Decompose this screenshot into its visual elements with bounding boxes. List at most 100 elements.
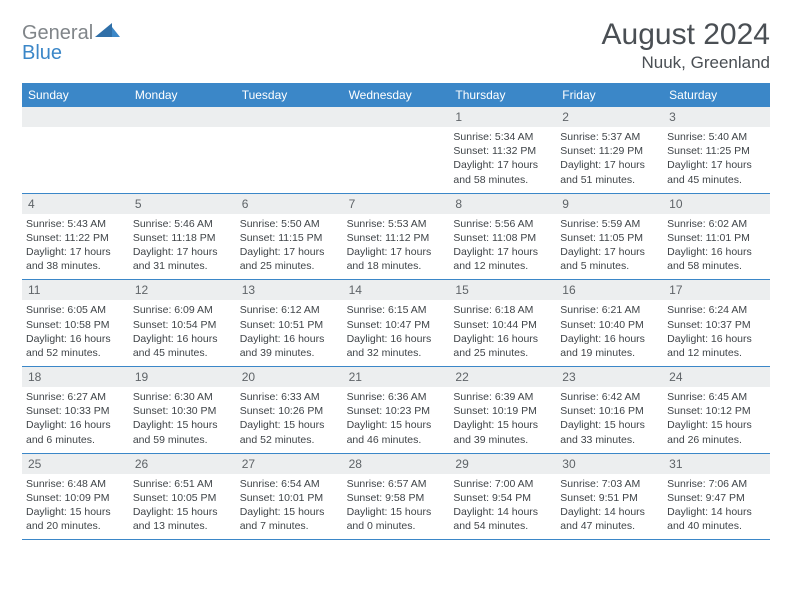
daylight-text: Daylight: 16 hours and 12 minutes. <box>667 332 766 360</box>
sunset-text: Sunset: 10:54 PM <box>133 318 232 332</box>
sunset-text: Sunset: 9:47 PM <box>667 491 766 505</box>
sunset-text: Sunset: 11:08 PM <box>453 231 552 245</box>
day-cell: 16Sunrise: 6:21 AMSunset: 10:40 PMDaylig… <box>556 280 663 366</box>
day-info: Sunrise: 6:21 AMSunset: 10:40 PMDaylight… <box>556 300 663 360</box>
sunrise-text: Sunrise: 6:02 AM <box>667 217 766 231</box>
sunrise-text: Sunrise: 6:09 AM <box>133 303 232 317</box>
day-number: 3 <box>663 107 770 127</box>
day-number: 1 <box>449 107 556 127</box>
day-number: 4 <box>22 194 129 214</box>
sunset-text: Sunset: 10:30 PM <box>133 404 232 418</box>
empty-day-number <box>236 107 343 127</box>
day-number: 20 <box>236 367 343 387</box>
sunset-text: Sunset: 10:33 PM <box>26 404 125 418</box>
title-block: August 2024 Nuuk, Greenland <box>602 18 770 73</box>
day-cell: 26Sunrise: 6:51 AMSunset: 10:05 PMDaylig… <box>129 454 236 540</box>
sunrise-text: Sunrise: 5:34 AM <box>453 130 552 144</box>
day-number: 29 <box>449 454 556 474</box>
day-number: 25 <box>22 454 129 474</box>
day-info: Sunrise: 5:56 AMSunset: 11:08 PMDaylight… <box>449 214 556 274</box>
empty-day-number <box>22 107 129 127</box>
day-cell: 8Sunrise: 5:56 AMSunset: 11:08 PMDayligh… <box>449 194 556 280</box>
day-number: 9 <box>556 194 663 214</box>
sunrise-text: Sunrise: 6:05 AM <box>26 303 125 317</box>
day-cell: 11Sunrise: 6:05 AMSunset: 10:58 PMDaylig… <box>22 280 129 366</box>
sunrise-text: Sunrise: 6:42 AM <box>560 390 659 404</box>
sunset-text: Sunset: 10:44 PM <box>453 318 552 332</box>
sunrise-text: Sunrise: 5:56 AM <box>453 217 552 231</box>
sunset-text: Sunset: 10:12 PM <box>667 404 766 418</box>
day-cell <box>22 107 129 193</box>
day-number: 8 <box>449 194 556 214</box>
sunset-text: Sunset: 11:25 PM <box>667 144 766 158</box>
day-info: Sunrise: 6:24 AMSunset: 10:37 PMDaylight… <box>663 300 770 360</box>
sunset-text: Sunset: 10:19 PM <box>453 404 552 418</box>
day-info: Sunrise: 6:27 AMSunset: 10:33 PMDaylight… <box>22 387 129 447</box>
sunset-text: Sunset: 10:16 PM <box>560 404 659 418</box>
day-info: Sunrise: 6:45 AMSunset: 10:12 PMDaylight… <box>663 387 770 447</box>
dow-thursday: Thursday <box>449 83 556 107</box>
sunset-text: Sunset: 10:09 PM <box>26 491 125 505</box>
day-info: Sunrise: 6:30 AMSunset: 10:30 PMDaylight… <box>129 387 236 447</box>
sunset-text: Sunset: 9:54 PM <box>453 491 552 505</box>
week-row: 18Sunrise: 6:27 AMSunset: 10:33 PMDaylig… <box>22 367 770 454</box>
days-of-week-header: Sunday Monday Tuesday Wednesday Thursday… <box>22 83 770 107</box>
sunrise-text: Sunrise: 5:37 AM <box>560 130 659 144</box>
day-info: Sunrise: 7:03 AMSunset: 9:51 PMDaylight:… <box>556 474 663 534</box>
daylight-text: Daylight: 17 hours and 45 minutes. <box>667 158 766 186</box>
day-info: Sunrise: 5:34 AMSunset: 11:32 PMDaylight… <box>449 127 556 187</box>
daylight-text: Daylight: 15 hours and 59 minutes. <box>133 418 232 446</box>
day-cell: 22Sunrise: 6:39 AMSunset: 10:19 PMDaylig… <box>449 367 556 453</box>
day-number: 5 <box>129 194 236 214</box>
page-header: General August 2024 Nuuk, Greenland <box>22 18 770 73</box>
day-cell: 28Sunrise: 6:57 AMSunset: 9:58 PMDayligh… <box>343 454 450 540</box>
day-number: 27 <box>236 454 343 474</box>
day-cell: 3Sunrise: 5:40 AMSunset: 11:25 PMDayligh… <box>663 107 770 193</box>
day-cell: 17Sunrise: 6:24 AMSunset: 10:37 PMDaylig… <box>663 280 770 366</box>
sunset-text: Sunset: 11:15 PM <box>240 231 339 245</box>
day-cell: 7Sunrise: 5:53 AMSunset: 11:12 PMDayligh… <box>343 194 450 280</box>
day-cell: 20Sunrise: 6:33 AMSunset: 10:26 PMDaylig… <box>236 367 343 453</box>
calendar-page: General August 2024 Nuuk, Greenland Blue… <box>0 0 792 550</box>
day-info: Sunrise: 6:51 AMSunset: 10:05 PMDaylight… <box>129 474 236 534</box>
day-cell: 1Sunrise: 5:34 AMSunset: 11:32 PMDayligh… <box>449 107 556 193</box>
sunset-text: Sunset: 11:22 PM <box>26 231 125 245</box>
empty-day-number <box>343 107 450 127</box>
sunrise-text: Sunrise: 6:57 AM <box>347 477 446 491</box>
daylight-text: Daylight: 17 hours and 18 minutes. <box>347 245 446 273</box>
sunrise-text: Sunrise: 6:24 AM <box>667 303 766 317</box>
month-title: August 2024 <box>602 18 770 51</box>
sunset-text: Sunset: 11:32 PM <box>453 144 552 158</box>
day-number: 23 <box>556 367 663 387</box>
day-info: Sunrise: 5:46 AMSunset: 11:18 PMDaylight… <box>129 214 236 274</box>
sunset-text: Sunset: 11:12 PM <box>347 231 446 245</box>
day-cell: 14Sunrise: 6:15 AMSunset: 10:47 PMDaylig… <box>343 280 450 366</box>
daylight-text: Daylight: 15 hours and 20 minutes. <box>26 505 125 533</box>
day-info: Sunrise: 6:18 AMSunset: 10:44 PMDaylight… <box>449 300 556 360</box>
day-number: 24 <box>663 367 770 387</box>
day-cell: 5Sunrise: 5:46 AMSunset: 11:18 PMDayligh… <box>129 194 236 280</box>
sunrise-text: Sunrise: 5:59 AM <box>560 217 659 231</box>
day-info: Sunrise: 6:05 AMSunset: 10:58 PMDaylight… <box>22 300 129 360</box>
day-number: 6 <box>236 194 343 214</box>
daylight-text: Daylight: 16 hours and 52 minutes. <box>26 332 125 360</box>
daylight-text: Daylight: 17 hours and 25 minutes. <box>240 245 339 273</box>
sunrise-text: Sunrise: 6:27 AM <box>26 390 125 404</box>
sunset-text: Sunset: 10:05 PM <box>133 491 232 505</box>
sunset-text: Sunset: 9:51 PM <box>560 491 659 505</box>
sunrise-text: Sunrise: 5:46 AM <box>133 217 232 231</box>
sunrise-text: Sunrise: 6:12 AM <box>240 303 339 317</box>
sunrise-text: Sunrise: 7:00 AM <box>453 477 552 491</box>
day-cell: 30Sunrise: 7:03 AMSunset: 9:51 PMDayligh… <box>556 454 663 540</box>
week-row: 4Sunrise: 5:43 AMSunset: 11:22 PMDayligh… <box>22 194 770 281</box>
day-info: Sunrise: 5:50 AMSunset: 11:15 PMDaylight… <box>236 214 343 274</box>
day-cell: 24Sunrise: 6:45 AMSunset: 10:12 PMDaylig… <box>663 367 770 453</box>
day-number: 30 <box>556 454 663 474</box>
day-number: 13 <box>236 280 343 300</box>
sunrise-text: Sunrise: 7:06 AM <box>667 477 766 491</box>
sunrise-text: Sunrise: 6:36 AM <box>347 390 446 404</box>
sunrise-text: Sunrise: 6:33 AM <box>240 390 339 404</box>
daylight-text: Daylight: 16 hours and 6 minutes. <box>26 418 125 446</box>
daylight-text: Daylight: 15 hours and 39 minutes. <box>453 418 552 446</box>
sunrise-text: Sunrise: 6:48 AM <box>26 477 125 491</box>
